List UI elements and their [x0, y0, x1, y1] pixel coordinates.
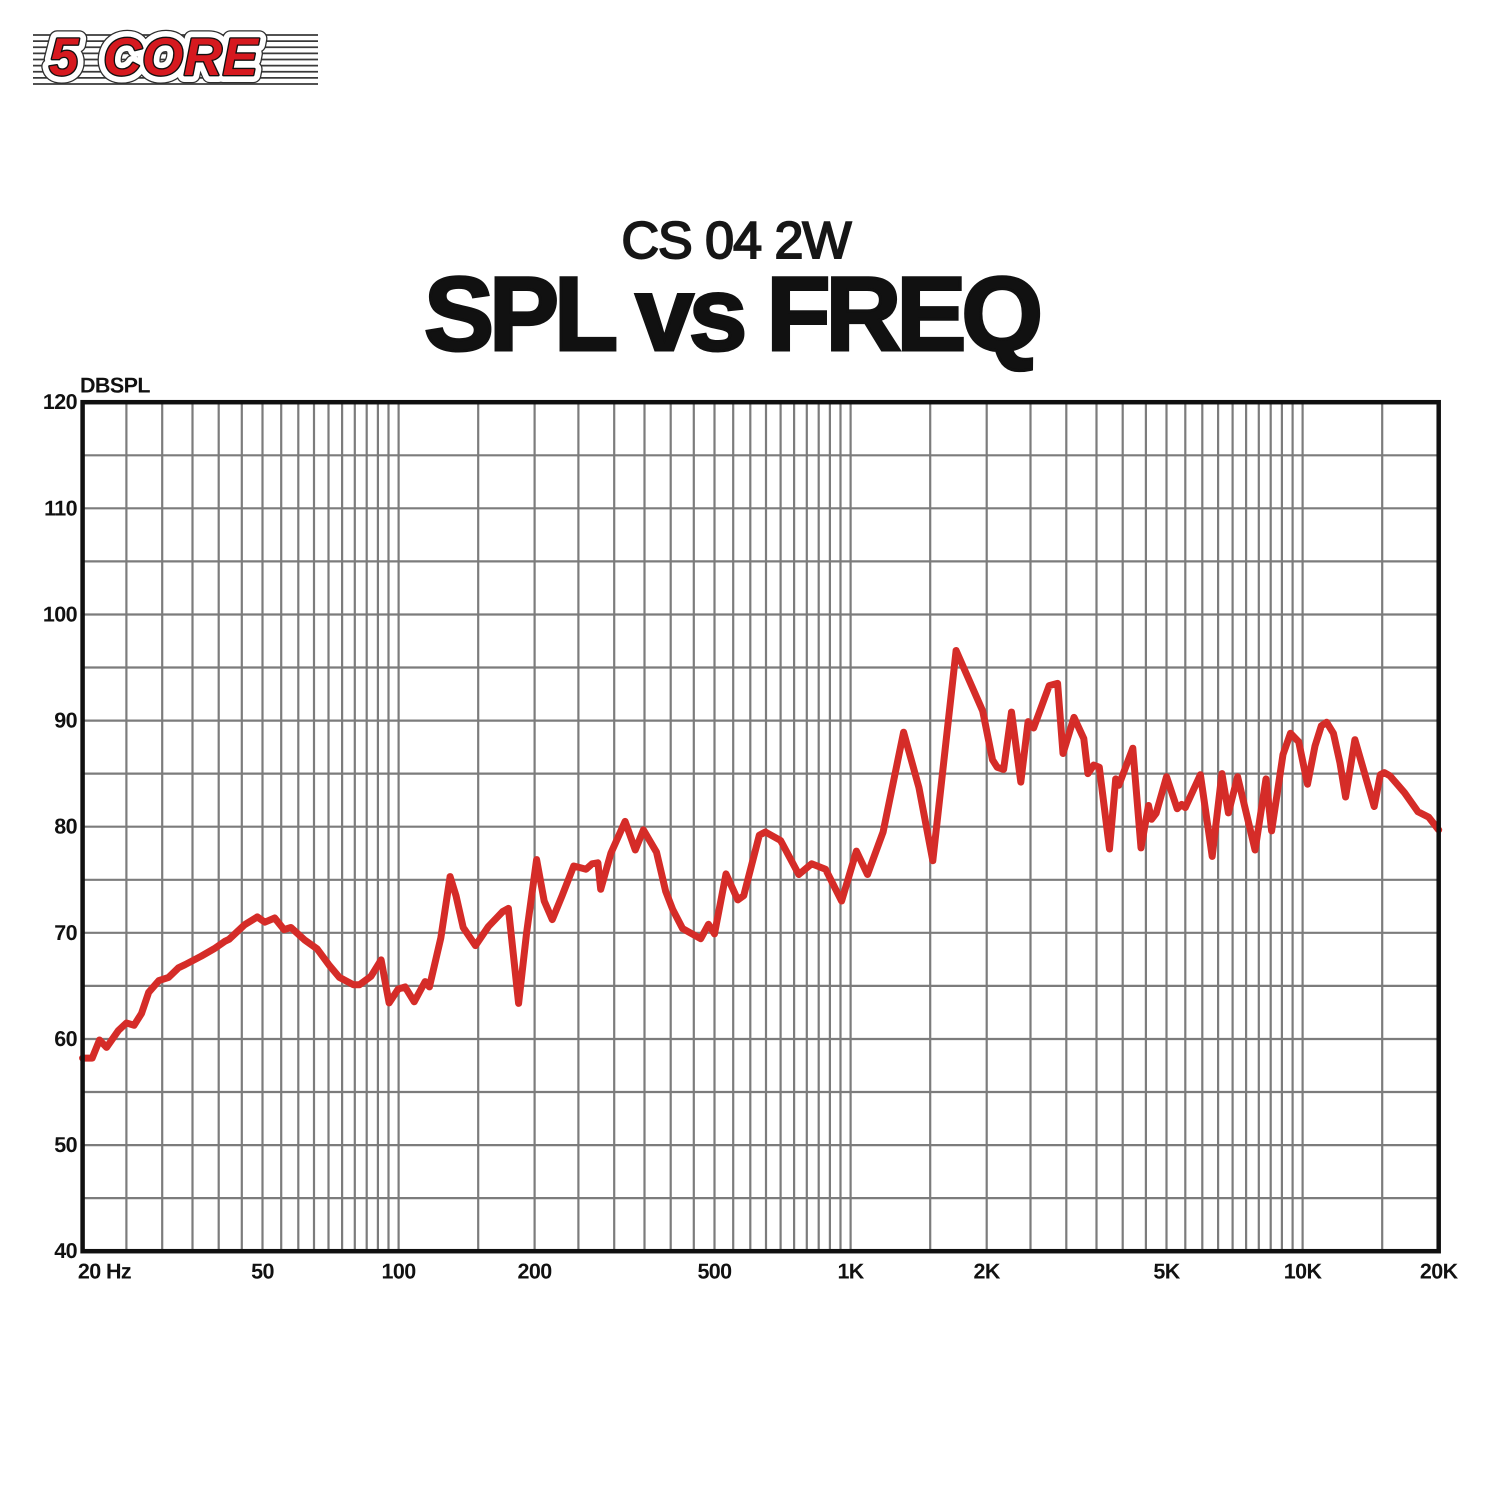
- svg-text:20K: 20K: [1420, 1260, 1459, 1284]
- svg-text:500: 500: [697, 1260, 732, 1284]
- svg-text:70: 70: [54, 921, 77, 945]
- svg-text:200: 200: [518, 1260, 553, 1284]
- svg-text:110: 110: [44, 496, 78, 520]
- svg-text:120: 120: [43, 390, 78, 414]
- svg-text:CS 04 2W: CS 04 2W: [622, 212, 852, 270]
- svg-text:5 CORE: 5 CORE: [49, 28, 259, 87]
- svg-text:60: 60: [54, 1027, 77, 1051]
- svg-text:40: 40: [54, 1239, 77, 1263]
- svg-text:5K: 5K: [1153, 1260, 1180, 1284]
- svg-text:SPL vs FREQ: SPL vs FREQ: [424, 256, 1039, 373]
- svg-text:5 CORE: 5 CORE: [49, 28, 259, 87]
- svg-text:50: 50: [251, 1260, 274, 1284]
- svg-text:50: 50: [54, 1133, 77, 1157]
- svg-text:1K: 1K: [837, 1260, 864, 1284]
- svg-text:100: 100: [382, 1260, 417, 1284]
- svg-text:5 CORE: 5 CORE: [49, 28, 259, 87]
- svg-text:90: 90: [54, 709, 77, 733]
- svg-text:DBSPL: DBSPL: [80, 374, 150, 398]
- svg-text:100: 100: [43, 603, 78, 627]
- svg-text:5 CORE: 5 CORE: [49, 28, 259, 87]
- svg-text:10K: 10K: [1284, 1260, 1323, 1284]
- svg-text:20 Hz: 20 Hz: [78, 1260, 131, 1284]
- svg-text:80: 80: [54, 815, 77, 839]
- svg-text:2K: 2K: [974, 1260, 1001, 1284]
